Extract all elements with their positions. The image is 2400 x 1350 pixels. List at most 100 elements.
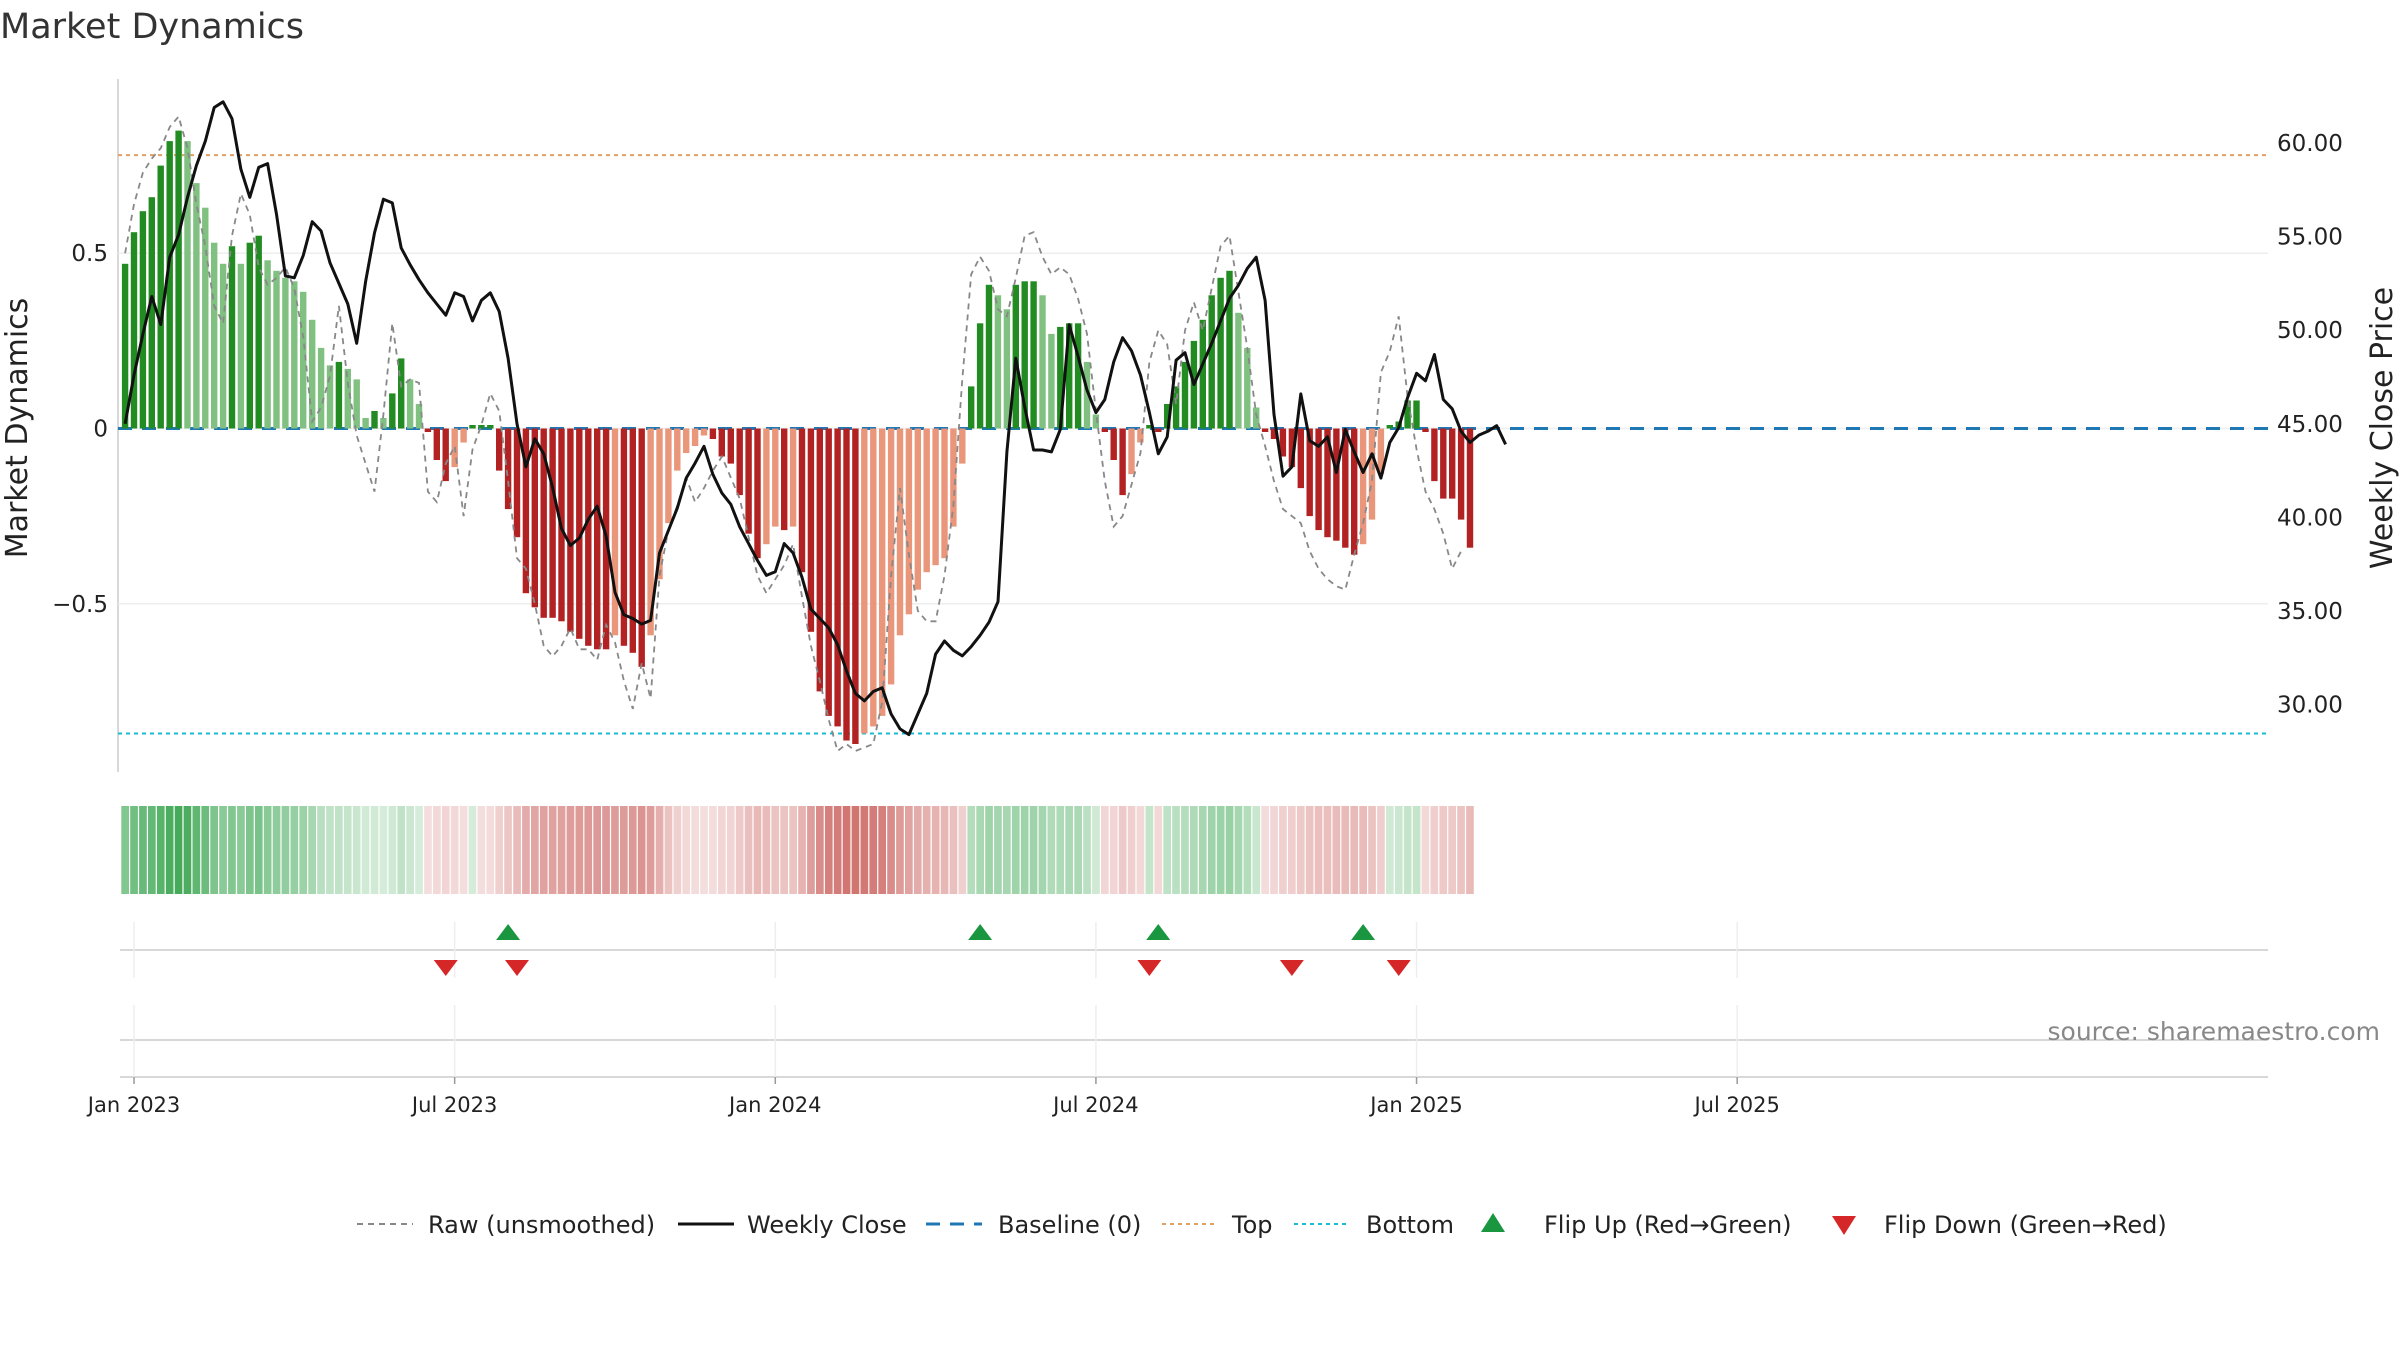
bar (905, 428, 913, 615)
strip-cell (780, 806, 788, 894)
bar (1315, 428, 1322, 531)
bar (879, 428, 886, 716)
bar (139, 211, 147, 429)
bar (309, 319, 316, 429)
bar (1288, 428, 1296, 468)
right-tick-label: 40.00 (2277, 505, 2343, 531)
bar (184, 141, 191, 429)
flip-up-marker (968, 924, 993, 940)
strip-cell (611, 806, 619, 894)
bar (1003, 309, 1011, 429)
bar (424, 428, 432, 432)
bar (513, 428, 521, 538)
strip-cell (1056, 806, 1065, 894)
bar (121, 263, 129, 429)
bar (522, 428, 530, 594)
bar (1377, 428, 1385, 475)
bar (1413, 400, 1420, 429)
bar (175, 130, 182, 429)
bar (389, 393, 396, 429)
bar (629, 428, 636, 653)
bar (843, 428, 850, 741)
strip-cell (308, 806, 316, 894)
strip-cell (851, 806, 860, 894)
strip-cell (1118, 806, 1127, 894)
strip-cell (700, 806, 708, 894)
bar (1208, 295, 1215, 429)
bar (1128, 428, 1135, 475)
right-tick-label: 60.00 (2277, 131, 2343, 157)
bar (398, 358, 405, 429)
strip-cell (976, 806, 984, 894)
bar (406, 379, 414, 429)
bar (567, 428, 574, 632)
bar (985, 284, 993, 429)
bar (219, 263, 227, 429)
bar (335, 361, 343, 429)
legend-flip-down-label: Flip Down (Green→Red) (1884, 1211, 2167, 1239)
strip-cell (441, 806, 450, 894)
bar (1270, 428, 1278, 439)
flip-up-marker (1351, 924, 1376, 940)
strip-cell (1038, 806, 1047, 894)
strip-cell (958, 806, 967, 894)
bar (415, 404, 423, 429)
bar (950, 428, 957, 527)
strip-cell (967, 806, 976, 894)
strip-cell (887, 806, 895, 894)
strip-cell (272, 806, 281, 894)
strip-cell (726, 806, 735, 894)
bar (896, 428, 904, 636)
left-tick-label: −0.5 (52, 592, 108, 618)
strip-cell (878, 806, 886, 894)
weekly-close-line (123, 100, 1507, 737)
strip-cell (326, 806, 334, 894)
bar (576, 428, 583, 639)
strip-cell (352, 806, 361, 894)
strip-cell (673, 806, 682, 894)
bar (353, 379, 360, 429)
x-tick-label: Jul 2024 (1051, 1093, 1138, 1117)
strip-cell (1234, 806, 1243, 894)
strip-cell (931, 806, 940, 894)
flip-down-marker (1279, 960, 1304, 976)
bar (531, 428, 538, 608)
bar (469, 425, 476, 429)
flips-panel (120, 922, 2268, 978)
dynamics-bars (121, 130, 1474, 744)
strip-cell (753, 806, 762, 894)
strip-cell (263, 806, 272, 894)
strip-cell (1386, 806, 1394, 894)
bar (1351, 428, 1358, 555)
strip-cell (1403, 806, 1412, 894)
bar (1279, 428, 1287, 457)
strip-cell (148, 806, 156, 894)
bar (282, 277, 289, 429)
strip-cell (905, 806, 913, 894)
bar (1155, 428, 1162, 432)
bar (1057, 326, 1064, 429)
strip-cell (370, 806, 379, 894)
strip-cell (1368, 806, 1376, 894)
flip-down-marker (1386, 960, 1411, 976)
bar (362, 418, 369, 429)
bar (887, 428, 895, 685)
strip-cell (1341, 806, 1350, 894)
bar (326, 365, 334, 429)
strip-cell (165, 806, 174, 894)
strip-cell (522, 806, 530, 894)
bar (1226, 270, 1233, 429)
bar (923, 428, 930, 573)
strip-cell (1296, 806, 1305, 894)
flip-up-marker (1146, 924, 1171, 940)
chart-title: Market Dynamics (0, 7, 304, 47)
strip-cell (397, 806, 406, 894)
bar (1431, 428, 1438, 482)
bar (798, 428, 806, 573)
bar (914, 428, 921, 590)
strip-cell (130, 806, 138, 894)
strip-cell (940, 806, 949, 894)
strip-cell (1252, 806, 1261, 894)
strip-cell (691, 806, 699, 894)
